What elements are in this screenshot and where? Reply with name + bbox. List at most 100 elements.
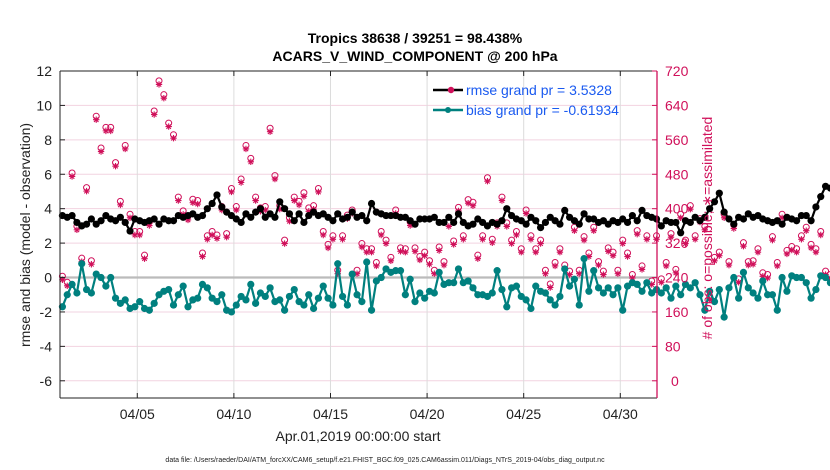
bias-point [527,304,535,313]
bias-point [421,294,429,302]
bias-point [87,289,95,297]
obs-assimilated-asterisk [194,200,201,208]
y2-tick-label: 0 [671,373,679,389]
obs-assimilated-asterisk [421,252,428,259]
bias-point [218,291,226,299]
obs-assimilated-asterisk [522,210,530,217]
bias-point [643,279,651,287]
obs-assimilated-asterisk [450,241,457,248]
obs-assimilated-asterisk [677,214,684,221]
rmse-point [556,220,564,228]
obs-marker [368,245,376,256]
bias-point [614,284,622,292]
obs-marker [411,244,419,255]
rmse-point [812,203,820,211]
obs-marker [440,258,448,269]
rmse-point [503,205,511,213]
bias-point [213,298,221,306]
rmse-point [817,193,825,201]
obs-assimilated-asterisk [730,225,737,232]
obs-assimilated-asterisk [445,223,453,230]
bias-point [715,285,723,294]
rmse-point [300,218,308,227]
obs-marker [397,244,405,255]
obs-marker [595,258,603,269]
obs-assimilated-asterisk [382,240,390,247]
obs-marker [435,243,443,254]
bias-point [464,277,472,285]
obs-assimilated-asterisk [266,128,274,135]
obs-assimilated-asterisk [508,240,515,247]
obs-assimilated-asterisk [435,247,443,254]
rmse-point [440,218,448,227]
obs-marker [797,232,805,243]
bias-point [450,279,458,287]
obs-marker [319,228,327,239]
obs-assimilated-asterisk [223,233,230,241]
obs-assimilated-asterisk [547,284,554,291]
obs-marker [556,245,564,256]
rmse-point [271,213,279,221]
obs-assimilated-asterisk [527,236,535,243]
bias-point [314,294,323,302]
obs-assimilated-asterisk [551,262,559,270]
obs-assimilated-asterisk [479,236,486,243]
obs-assimilated-asterisk [706,296,713,303]
obs-assimilated-asterisk [233,206,240,214]
obs-assimilated-asterisk [305,208,312,215]
bias-point [797,273,806,282]
obs-assimilated-asterisk [141,255,148,262]
y-tick-label: 2 [44,235,52,251]
obs-assimilated-asterisk [817,231,824,239]
bias-point [261,292,269,301]
bias-point [102,282,110,290]
obs-marker [102,123,110,135]
obs-assimilated-asterisk [759,273,766,280]
obs-marker [189,195,197,206]
obs-marker [150,107,158,118]
rmse-point [792,217,801,225]
obs-marker [271,172,279,183]
rmse-point [701,213,709,221]
bias-point [367,306,376,314]
rmse-point [580,210,588,218]
obs-assimilated-asterisk [411,248,419,255]
bias-point [807,294,815,302]
obs-assimilated-asterisk [276,205,283,213]
obs-assimilated-asterisk [387,257,395,265]
obs-marker [281,236,289,247]
y2-tick-label: 320 [665,235,689,251]
obs-assimilated-asterisk [778,214,786,221]
obs-assimilated-asterisk [126,214,134,221]
obs-marker [160,91,168,102]
x-tick-label: 04/20 [410,406,445,422]
obs-marker [667,230,675,241]
obs-marker [232,203,240,214]
obs-assimilated-asterisk [701,226,709,234]
y2-tick-label: 720 [665,63,689,79]
obs-marker [329,232,337,243]
obs-assimilated-asterisk [189,199,197,206]
rmse-point [638,206,646,215]
bias-point [227,308,236,316]
obs-assimilated-asterisk [237,179,245,186]
obs-assimilated-asterisk [213,235,221,242]
obs-assimilated-asterisk [662,262,670,270]
obs-assimilated-asterisk [286,218,293,225]
bias-point [411,298,419,306]
bias-point [324,294,332,302]
bias-point [522,296,530,304]
obs-assimilated-asterisk [431,270,438,277]
legend: rmse grand pr = 3.5328 bias grand pr = -… [433,82,619,118]
bias-point [686,284,694,292]
obs-marker [83,184,91,195]
bias-point [319,282,327,290]
obs-assimilated-asterisk [334,270,341,277]
obs-assimilated-asterisk [648,281,655,288]
data-file-footnote: data file: /Users/raeder/DAI/ATM_forcXX/… [165,457,605,464]
bias-point [107,273,115,282]
obs-assimilated-asterisk [518,249,525,256]
axes [59,70,658,399]
rmse-point [623,218,632,227]
obs-marker [372,258,380,270]
